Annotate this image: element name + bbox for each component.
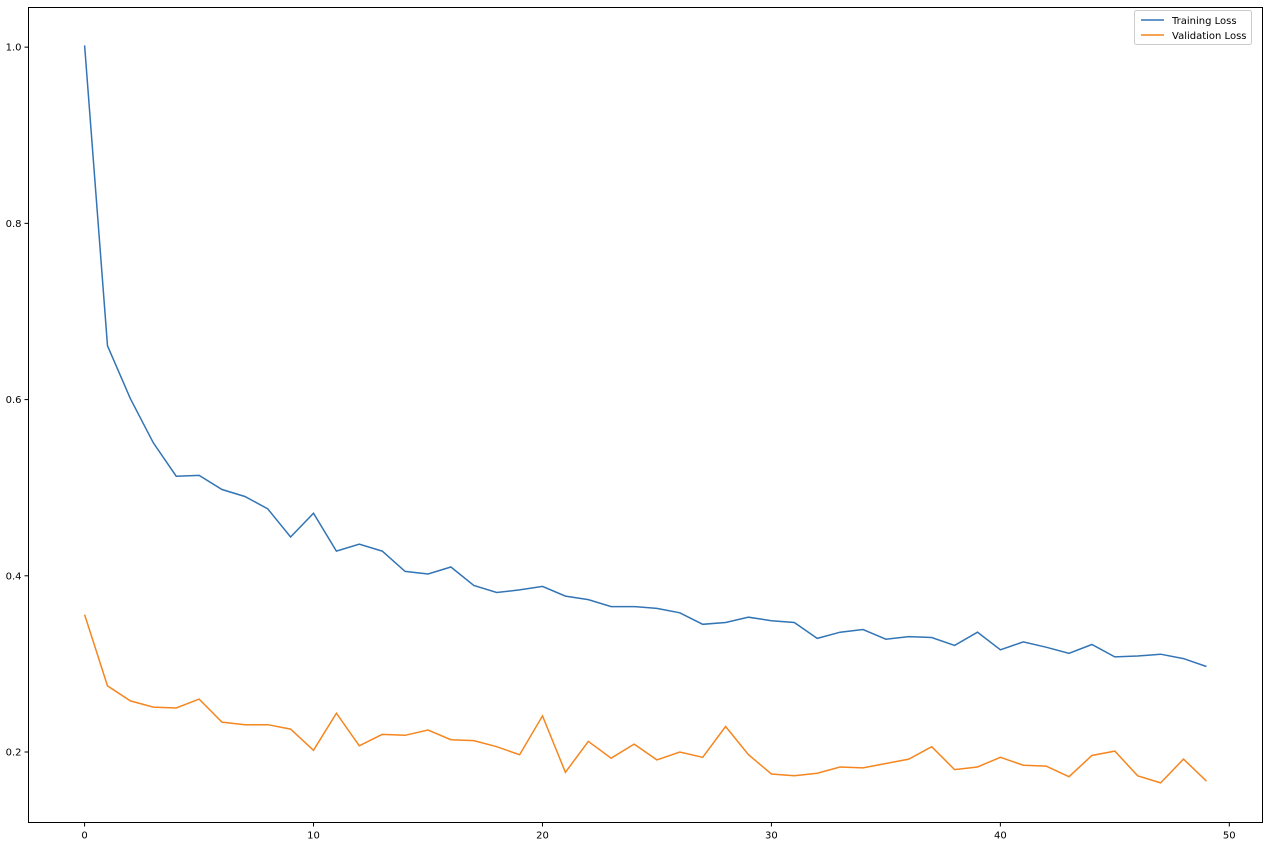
- legend-label-training: Training Loss: [1171, 16, 1237, 27]
- series-line-training: [83, 45, 1207, 668]
- x-tick-label: 50: [1223, 831, 1236, 842]
- x-tick-label: 20: [536, 831, 549, 842]
- y-tick-label: 0.6: [6, 395, 22, 406]
- legend-label-validation: Validation Loss: [1172, 31, 1247, 42]
- x-tick-label: 30: [765, 831, 778, 842]
- plot-frame: [28, 7, 1263, 823]
- y-tick-label: 1.0: [6, 43, 22, 54]
- x-tick-label: 40: [994, 831, 1007, 842]
- y-tick-label: 0.2: [6, 748, 22, 759]
- y-tick-label: 0.8: [6, 219, 22, 230]
- y-tick-label: 0.4: [6, 571, 22, 582]
- series-line-validation: [83, 614, 1207, 784]
- legend: Training Loss Validation Loss: [1134, 10, 1252, 45]
- legend-box: [1134, 10, 1252, 45]
- x-tick-label: 0: [81, 831, 87, 842]
- x-tick-label: 10: [307, 831, 320, 842]
